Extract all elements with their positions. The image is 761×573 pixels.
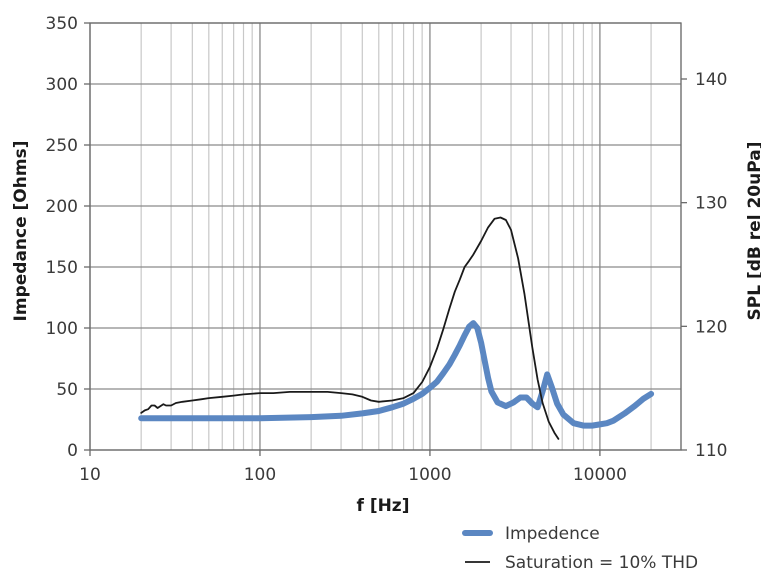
tick-labels: 10 100 1000 10000 0 50 100 150 200 250 300 350 110 12… <box>46 14 728 485</box>
x-tick-label: 10 <box>79 465 101 485</box>
legend-label-impedence: Impedence <box>505 524 600 544</box>
y-tick-label-left: 0 <box>67 441 78 461</box>
x-tick-label: 1000 <box>408 465 451 485</box>
legend: Impedence Saturation = 10% THD <box>462 524 698 573</box>
x-axis-title: f [Hz] <box>357 496 410 516</box>
series-group <box>138 216 655 440</box>
grid-minor-lines <box>140 23 682 450</box>
right-axis-title: SPL [dB rel 20uPa] <box>745 142 761 321</box>
x-tick-label: 100 <box>244 465 276 485</box>
series-line-saturation <box>140 216 560 440</box>
y-tick-label-left: 50 <box>56 380 78 400</box>
y-tick-label-left: 200 <box>46 197 78 217</box>
y-tick-label-right: 120 <box>695 317 727 337</box>
grid-major-lines <box>84 22 687 456</box>
plot-frame <box>89 22 682 451</box>
y-tick-label-left: 150 <box>46 258 78 278</box>
y-tick-label-left: 300 <box>46 75 78 95</box>
y-tick-label-left: 100 <box>46 319 78 339</box>
y-tick-label-left: 350 <box>46 14 78 34</box>
y-tick-label-left: 250 <box>46 136 78 156</box>
series-line-impedence <box>138 320 655 429</box>
left-axis-title: Impedance [Ohms] <box>11 141 31 322</box>
x-tick-label: 10000 <box>573 465 627 485</box>
y-tick-label-right: 130 <box>695 194 727 214</box>
y-tick-label-right: 110 <box>695 441 727 461</box>
y-tick-label-right: 140 <box>695 70 727 90</box>
legend-label-saturation: Saturation = 10% THD <box>505 553 698 573</box>
